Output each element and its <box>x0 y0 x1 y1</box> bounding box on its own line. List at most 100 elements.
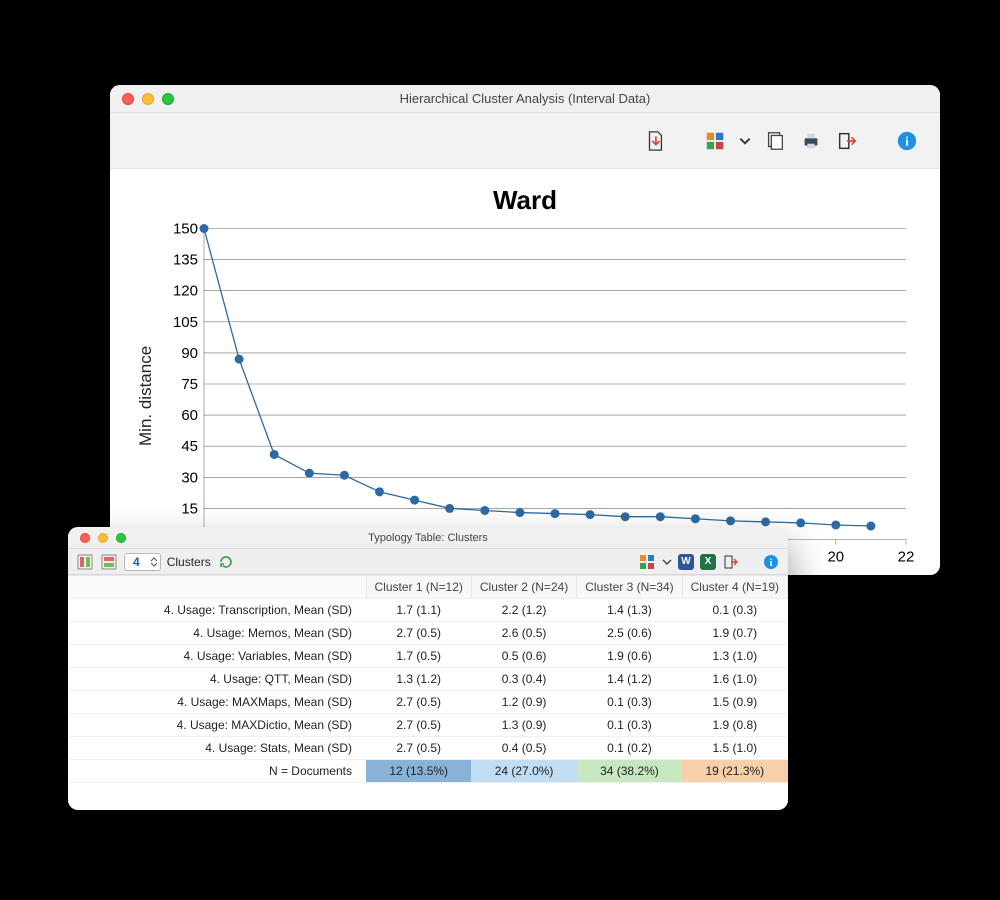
cluster-count-stepper[interactable]: 4 <box>124 553 161 571</box>
row-header: 4. Usage: QTT, Mean (SD) <box>68 668 366 691</box>
cluster-count-value: 4 <box>125 555 148 569</box>
total-cell: 12 (13.5%) <box>366 760 471 783</box>
panel-collapse-a-icon[interactable] <box>76 553 94 571</box>
table-row: 4. Usage: Memos, Mean (SD)2.7 (0.5)2.6 (… <box>68 622 788 645</box>
table-cell: 2.7 (0.5) <box>366 691 471 714</box>
table-row: 4. Usage: Transcription, Mean (SD)1.7 (1… <box>68 599 788 622</box>
exit-icon[interactable] <box>834 128 860 154</box>
table-cell: 0.1 (0.3) <box>682 599 787 622</box>
svg-text:15: 15 <box>181 500 198 517</box>
table-row: 4. Usage: Stats, Mean (SD)2.7 (0.5)0.4 (… <box>68 737 788 760</box>
table-cell: 2.5 (0.6) <box>577 622 682 645</box>
table-cell: 0.1 (0.2) <box>577 737 682 760</box>
table-cell: 0.4 (0.5) <box>471 737 576 760</box>
typology-table-window: Typology Table: Clusters 4 Clusters W X <box>68 527 788 810</box>
table-row: 4. Usage: MAXDictio, Mean (SD)2.7 (0.5)1… <box>68 714 788 737</box>
table-cell: 1.4 (1.3) <box>577 599 682 622</box>
titlebar: Hierarchical Cluster Analysis (Interval … <box>110 85 940 113</box>
table-row: 4. Usage: MAXMaps, Mean (SD)2.7 (0.5)1.2… <box>68 691 788 714</box>
y-axis-label: Min. distance <box>134 220 158 572</box>
svg-text:i: i <box>770 558 773 569</box>
cluster-table: Cluster 1 (N=12)Cluster 2 (N=24)Cluster … <box>68 575 788 783</box>
svg-text:105: 105 <box>173 314 198 331</box>
total-cell: 34 (38.2%) <box>577 760 682 783</box>
row-header: 4. Usage: MAXDictio, Mean (SD) <box>68 714 366 737</box>
column-header[interactable]: Cluster 3 (N=34) <box>577 576 682 599</box>
table-cell: 0.1 (0.3) <box>577 691 682 714</box>
close-icon[interactable] <box>122 93 134 105</box>
table-cell: 2.6 (0.5) <box>471 622 576 645</box>
table-cell: 1.3 (1.2) <box>366 668 471 691</box>
zoom-icon[interactable] <box>116 533 126 543</box>
zoom-icon[interactable] <box>162 93 174 105</box>
row-header: 4. Usage: Memos, Mean (SD) <box>68 622 366 645</box>
minimize-icon[interactable] <box>98 533 108 543</box>
cluster-analysis-window: Hierarchical Cluster Analysis (Interval … <box>110 85 940 575</box>
svg-text:135: 135 <box>173 252 198 269</box>
window-title: Typology Table: Clusters <box>368 532 488 544</box>
info-icon[interactable]: i <box>894 128 920 154</box>
row-header: 4. Usage: Stats, Mean (SD) <box>68 737 366 760</box>
exit-small-icon[interactable] <box>722 553 740 571</box>
close-icon[interactable] <box>80 533 90 543</box>
titlebar: Typology Table: Clusters <box>68 527 788 549</box>
svg-text:22: 22 <box>898 549 915 566</box>
table-cell: 1.9 (0.6) <box>577 645 682 668</box>
table-cell: 1.3 (0.9) <box>471 714 576 737</box>
column-header[interactable] <box>68 576 366 599</box>
table-total-row: N = Documents12 (13.5%)24 (27.0%)34 (38.… <box>68 760 788 783</box>
puzzle-small-icon[interactable] <box>638 553 656 571</box>
window-traffic-lights[interactable] <box>122 93 174 105</box>
chart-toolbar: i <box>110 113 940 169</box>
column-header[interactable]: Cluster 1 (N=12) <box>366 576 471 599</box>
table-cell: 2.7 (0.5) <box>366 737 471 760</box>
table-row: 4. Usage: QTT, Mean (SD)1.3 (1.2)0.3 (0.… <box>68 668 788 691</box>
svg-text:90: 90 <box>181 345 198 362</box>
svg-text:60: 60 <box>181 407 198 424</box>
panel-collapse-b-icon[interactable] <box>100 553 118 571</box>
window-traffic-lights[interactable] <box>80 533 126 543</box>
table-cell: 1.6 (1.0) <box>682 668 787 691</box>
svg-text:150: 150 <box>173 221 198 238</box>
svg-text:i: i <box>905 134 909 148</box>
svg-text:30: 30 <box>181 469 198 486</box>
table-cell: 1.3 (1.0) <box>682 645 787 668</box>
chevron-down-icon[interactable] <box>150 562 158 568</box>
table-cell: 1.2 (0.9) <box>471 691 576 714</box>
export-document-icon[interactable] <box>642 128 668 154</box>
svg-text:20: 20 <box>827 549 844 566</box>
table-cell: 1.4 (1.2) <box>577 668 682 691</box>
chart-area: Ward Min. distance 015304560759010512013… <box>110 169 940 575</box>
print-icon[interactable] <box>798 128 824 154</box>
table-cell: 1.5 (0.9) <box>682 691 787 714</box>
table-header-row: Cluster 1 (N=12)Cluster 2 (N=24)Cluster … <box>68 576 788 599</box>
chevron-down-icon[interactable] <box>662 557 672 567</box>
row-header: N = Documents <box>68 760 366 783</box>
chevron-down-icon[interactable] <box>738 128 752 154</box>
total-cell: 19 (21.3%) <box>682 760 787 783</box>
copy-icon[interactable] <box>762 128 788 154</box>
table-cell: 1.9 (0.8) <box>682 714 787 737</box>
table-cell: 2.7 (0.5) <box>366 714 471 737</box>
total-cell: 24 (27.0%) <box>471 760 576 783</box>
table-cell: 2.7 (0.5) <box>366 622 471 645</box>
svg-text:120: 120 <box>173 283 198 300</box>
table-cell: 2.2 (1.2) <box>471 599 576 622</box>
table-cell: 1.7 (1.1) <box>366 599 471 622</box>
row-header: 4. Usage: Variables, Mean (SD) <box>68 645 366 668</box>
svg-text:75: 75 <box>181 376 198 393</box>
excel-icon[interactable]: X <box>700 554 716 570</box>
puzzle-icon[interactable] <box>702 128 728 154</box>
minimize-icon[interactable] <box>142 93 154 105</box>
table-row: 4. Usage: Variables, Mean (SD)1.7 (0.5)0… <box>68 645 788 668</box>
column-header[interactable]: Cluster 4 (N=19) <box>682 576 787 599</box>
table-cell: 1.5 (1.0) <box>682 737 787 760</box>
chart-plot: 0153045607590105120135150246810121416182… <box>158 220 916 572</box>
refresh-icon[interactable] <box>217 553 235 571</box>
column-header[interactable]: Cluster 2 (N=24) <box>471 576 576 599</box>
word-icon[interactable]: W <box>678 554 694 570</box>
info-small-icon[interactable]: i <box>762 553 780 571</box>
chart-title: Ward <box>134 185 916 216</box>
table-cell: 0.1 (0.3) <box>577 714 682 737</box>
table-cell: 1.9 (0.7) <box>682 622 787 645</box>
